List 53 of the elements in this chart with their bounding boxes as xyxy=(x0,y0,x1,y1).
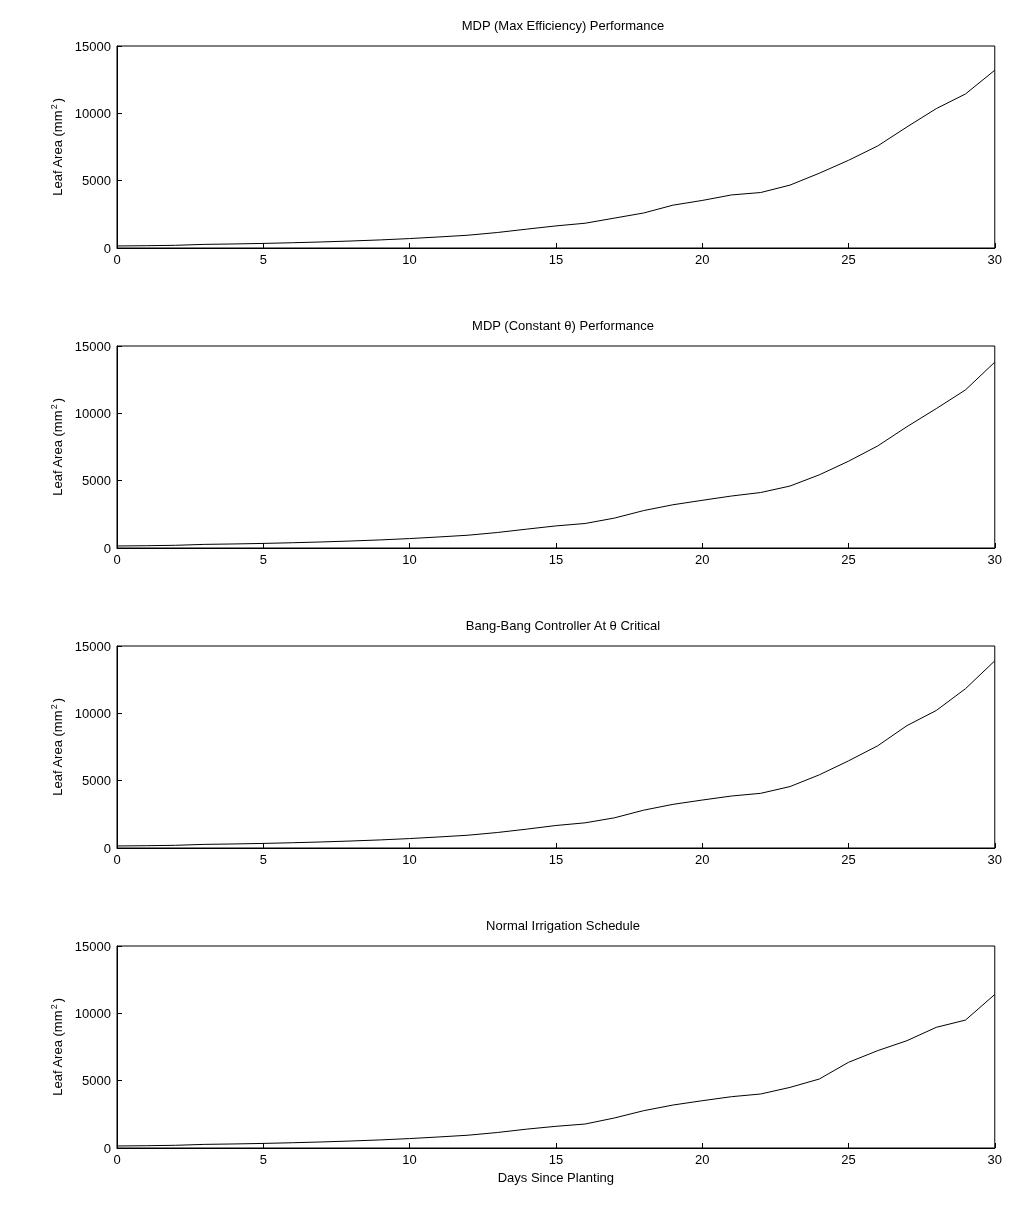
y-tick-label: 5000 xyxy=(82,1073,111,1089)
x-tick-label: 15 xyxy=(548,552,564,567)
y-axis-title: Leaf Area (mm2) xyxy=(49,397,65,496)
x-tick-label: 10 xyxy=(402,1152,417,1167)
y-tick-label: 10000 xyxy=(74,405,111,421)
y-tick-label: 5000 xyxy=(82,173,111,189)
x-tick-label: 30 xyxy=(987,852,1002,867)
x-tick-label: 5 xyxy=(259,552,267,567)
x-tick-label: 30 xyxy=(987,252,1002,267)
y-tick-label: 10000 xyxy=(74,105,111,121)
y-tick-label: 0 xyxy=(103,240,111,256)
chart-title: MDP (Constant θ) Performance xyxy=(472,318,654,333)
x-tick-label: 0 xyxy=(113,1152,121,1167)
x-tick-label: 10 xyxy=(402,852,417,867)
chart-title: Normal Irrigation Schedule xyxy=(486,918,640,933)
chart-title: MDP (Max Efficiency) Performance xyxy=(461,18,665,33)
x-tick-label: 0 xyxy=(113,252,121,267)
y-axis-title: Leaf Area (mm2) xyxy=(49,697,65,796)
y-tick-label: 0 xyxy=(103,1140,111,1156)
y-tick-label: 10000 xyxy=(74,705,111,721)
chart-title: Bang-Bang Controller At θ Critical xyxy=(465,618,661,633)
x-tick-label: 10 xyxy=(402,252,417,267)
y-tick-label: 10000 xyxy=(74,1005,111,1021)
x-tick-label: 15 xyxy=(548,252,564,267)
y-tick-label: 0 xyxy=(103,840,111,856)
x-tick-label: 15 xyxy=(548,1152,564,1167)
y-tick-label: 15000 xyxy=(74,638,111,654)
y-axis-title: Leaf Area (mm2) xyxy=(49,97,65,196)
x-tick-label: 0 xyxy=(113,852,121,867)
x-tick-label: 25 xyxy=(841,252,856,267)
x-tick-label: 15 xyxy=(548,852,564,867)
y-tick-label: 15000 xyxy=(74,938,111,954)
x-tick-label: 10 xyxy=(402,552,417,567)
x-tick-label: 5 xyxy=(259,852,267,867)
x-tick-label: 0 xyxy=(113,552,121,567)
x-axis-title: Days Since Planting xyxy=(497,1169,615,1185)
x-tick-label: 5 xyxy=(259,252,267,267)
x-tick-label: 25 xyxy=(841,852,856,867)
x-tick-label: 20 xyxy=(694,852,710,867)
x-tick-label: 20 xyxy=(694,552,710,567)
x-tick-label: 20 xyxy=(694,252,710,267)
y-tick-label: 5000 xyxy=(82,773,111,789)
y-tick-label: 5000 xyxy=(82,473,111,489)
x-tick-label: 5 xyxy=(259,1152,267,1167)
y-tick-label: 0 xyxy=(103,540,111,556)
x-tick-label: 20 xyxy=(694,1152,710,1167)
y-tick-label: 15000 xyxy=(74,38,111,54)
x-tick-label: 30 xyxy=(987,552,1002,567)
y-axis-title: Leaf Area (mm2) xyxy=(49,997,65,1096)
y-tick-label: 15000 xyxy=(74,338,111,354)
x-tick-label: 25 xyxy=(841,1152,856,1167)
x-tick-label: 25 xyxy=(841,552,856,567)
x-tick-label: 30 xyxy=(987,1152,1002,1167)
